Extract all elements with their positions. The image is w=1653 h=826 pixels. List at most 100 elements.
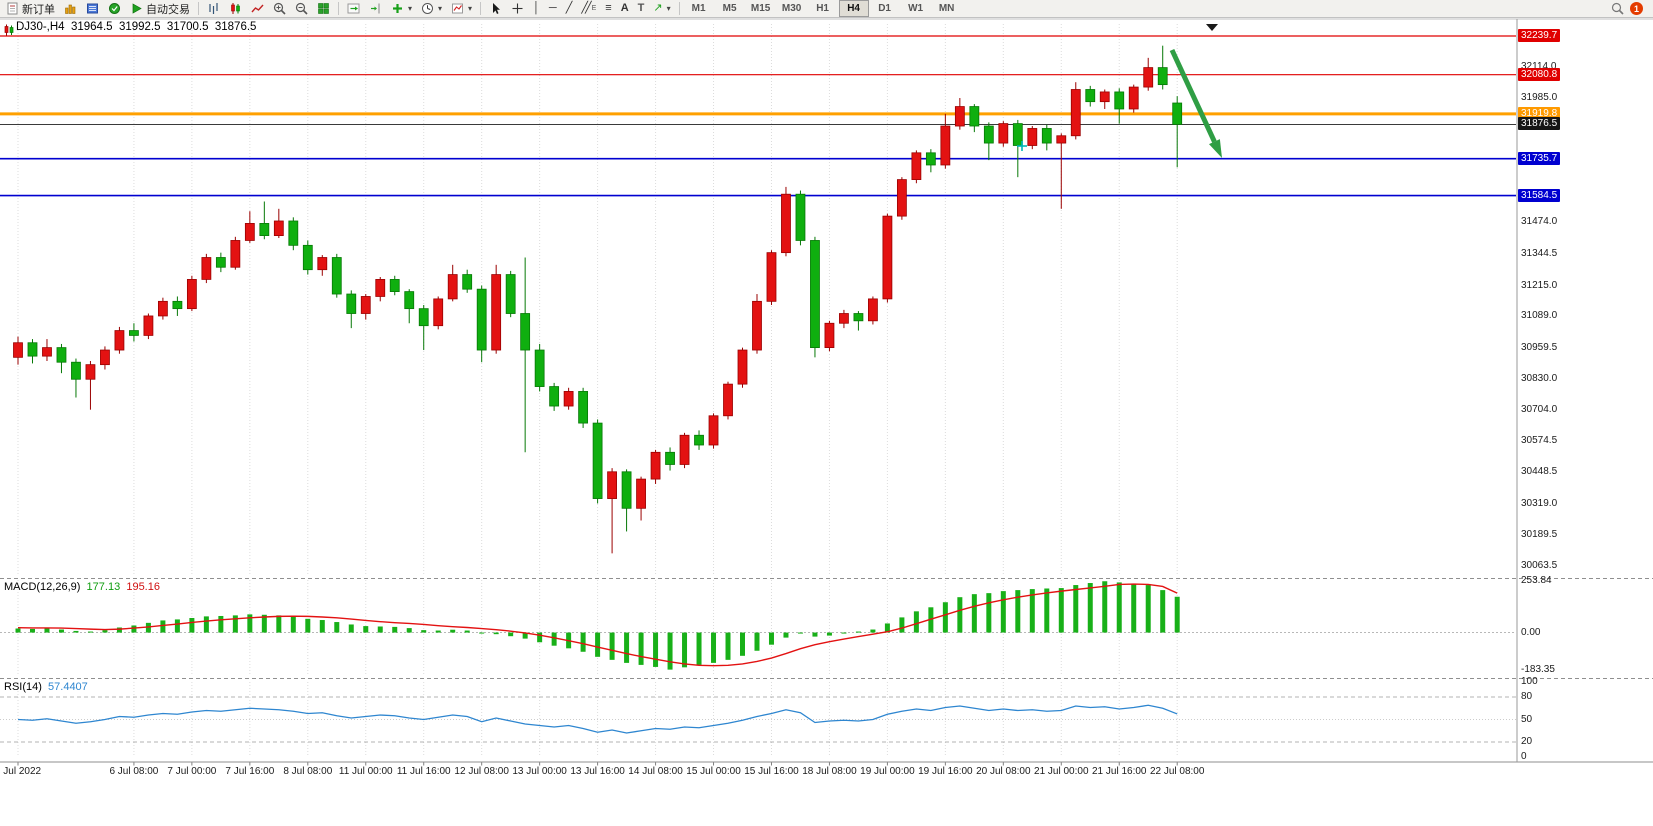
ohlc-high: 31992.5 bbox=[118, 21, 161, 33]
symbol-period: DJ30-,H4 bbox=[16, 21, 65, 33]
macd-signal-value: 195.16 bbox=[126, 581, 160, 593]
macd-indicator-label: MACD(12,26,9) 177.13 195.16 bbox=[4, 581, 160, 593]
horizontal-line-icon: ─ bbox=[548, 2, 557, 14]
channel-icon: ╱╱ bbox=[581, 2, 591, 14]
auto-trading-button[interactable]: 自动交易 bbox=[126, 0, 194, 18]
timeframe-button-m5[interactable]: M5 bbox=[722, 3, 737, 14]
cursor-button[interactable] bbox=[485, 0, 506, 18]
zoom-out-button[interactable] bbox=[291, 0, 312, 18]
arrows-tool-button[interactable]: ↗ ▾ bbox=[649, 0, 674, 18]
chevron-down-icon: ▾ bbox=[666, 4, 671, 13]
trendline-icon: ╱ bbox=[565, 2, 573, 14]
clock-icon bbox=[421, 2, 434, 15]
bar-chart-icon bbox=[207, 2, 220, 15]
bar-chart-button[interactable] bbox=[203, 0, 224, 18]
notification-badge[interactable]: 1 bbox=[1630, 2, 1643, 15]
timeframe-button-m30[interactable]: M30 bbox=[781, 3, 802, 14]
rsi-value: 57.4407 bbox=[48, 681, 88, 693]
timeframe-button-m1[interactable]: M1 bbox=[691, 3, 706, 14]
ohlc-close: 31876.5 bbox=[214, 21, 257, 33]
fibonacci-button[interactable]: ≡ bbox=[601, 0, 615, 18]
crosshair-icon bbox=[511, 2, 524, 15]
crosshair-button[interactable] bbox=[507, 0, 528, 18]
toolbar-right-group: 1 bbox=[1611, 2, 1643, 15]
line-chart-icon bbox=[251, 2, 264, 15]
zoom-in-button[interactable] bbox=[269, 0, 290, 18]
rsi-indicator-label: RSI(14) 57.4407 bbox=[4, 681, 88, 693]
chart-shift-button[interactable] bbox=[365, 0, 386, 18]
template-icon bbox=[451, 2, 464, 15]
ohlc-open: 31964.5 bbox=[70, 21, 113, 33]
text-tool-button[interactable]: A bbox=[617, 0, 633, 18]
object-anchor-triangle[interactable] bbox=[1206, 24, 1218, 31]
fibonacci-icon: ≡ bbox=[605, 2, 612, 14]
toolbar-separator bbox=[338, 2, 339, 15]
green-circle-icon bbox=[108, 2, 121, 15]
toolbar-separator bbox=[198, 2, 199, 15]
chevron-down-icon: ▾ bbox=[408, 4, 413, 13]
new-order-button[interactable]: 新订单 bbox=[2, 0, 59, 18]
search-icon[interactable] bbox=[1611, 2, 1624, 15]
horizontal-line-button[interactable]: ─ bbox=[545, 0, 561, 18]
arrow-shape-icon: ↗ bbox=[653, 2, 663, 14]
annotations-layer bbox=[1017, 24, 1222, 158]
timeframe-button-h1[interactable]: H1 bbox=[816, 3, 829, 14]
timeframe-button-mn[interactable]: MN bbox=[938, 3, 955, 14]
data-window-button[interactable] bbox=[104, 0, 125, 18]
periods-button[interactable]: ▾ bbox=[417, 0, 446, 18]
timeframe-button-d1[interactable]: D1 bbox=[878, 3, 891, 14]
play-icon bbox=[130, 2, 143, 15]
candle-chart-icon bbox=[229, 2, 242, 15]
frame-layer bbox=[0, 18, 1653, 763]
trend-arrow[interactable] bbox=[1208, 139, 1222, 158]
macd-main-value: 177.13 bbox=[86, 581, 121, 593]
toolbar-separator bbox=[480, 2, 482, 15]
channel-button[interactable]: ╱╱ E bbox=[577, 0, 600, 18]
chart-shift-icon bbox=[369, 2, 382, 15]
candlestick-icon bbox=[3, 23, 15, 41]
chevron-down-icon: ▾ bbox=[438, 4, 443, 13]
timeframe-button-w1[interactable]: W1 bbox=[908, 3, 924, 14]
templates-button[interactable]: ▾ bbox=[447, 0, 476, 18]
gold-bars-icon bbox=[64, 2, 77, 15]
timeframe-button-m15[interactable]: M15 bbox=[750, 3, 771, 14]
macd-layer bbox=[0, 581, 1516, 670]
chart-symbol-header: DJ30-,H4 31964.5 31992.5 31700.5 31876.5 bbox=[16, 21, 256, 33]
label-tool-icon: T bbox=[637, 2, 645, 14]
hlines-layer bbox=[0, 35, 1516, 197]
text-tool-icon: A bbox=[620, 2, 629, 14]
chart-list-button[interactable] bbox=[60, 0, 81, 18]
toolbar: 新订单 自动交易 bbox=[0, 0, 1653, 18]
ohlc-low: 31700.5 bbox=[166, 21, 209, 33]
channel-e-mark: E bbox=[591, 5, 597, 12]
new-order-label: 新订单 bbox=[22, 3, 55, 16]
auto-scroll-button[interactable] bbox=[343, 0, 364, 18]
vertical-line-button[interactable]: │ bbox=[529, 0, 544, 18]
chevron-down-icon: ▾ bbox=[468, 4, 473, 13]
auto-trading-label: 自动交易 bbox=[146, 3, 190, 16]
indicators-plus-icon bbox=[391, 2, 404, 15]
vertical-line-icon: │ bbox=[533, 2, 540, 14]
zoom-out-icon bbox=[295, 2, 308, 15]
indicators-button[interactable]: ▾ bbox=[387, 0, 416, 18]
candle-chart-button[interactable] bbox=[225, 0, 246, 18]
tile-windows-button[interactable] bbox=[313, 0, 334, 18]
toolbar-separator bbox=[678, 2, 680, 15]
label-tool-button[interactable]: T bbox=[634, 0, 649, 18]
trendline-button[interactable]: ╱ bbox=[562, 0, 577, 18]
new-order-icon bbox=[6, 2, 19, 15]
cursor-icon bbox=[489, 2, 502, 15]
macd-name: MACD(12,26,9) bbox=[4, 581, 81, 593]
market-watch-button[interactable] bbox=[82, 0, 103, 18]
zoom-in-icon bbox=[273, 2, 286, 15]
timeframe-button-h4[interactable]: H4 bbox=[838, 0, 869, 17]
rsi-layer bbox=[0, 696, 1516, 743]
market-watch-icon bbox=[86, 2, 99, 15]
candles-layer bbox=[13, 45, 1183, 554]
auto-scroll-icon bbox=[347, 2, 360, 15]
rsi-name: RSI(14) bbox=[4, 681, 42, 693]
tile-windows-icon bbox=[317, 2, 330, 15]
line-chart-button[interactable] bbox=[247, 0, 268, 18]
